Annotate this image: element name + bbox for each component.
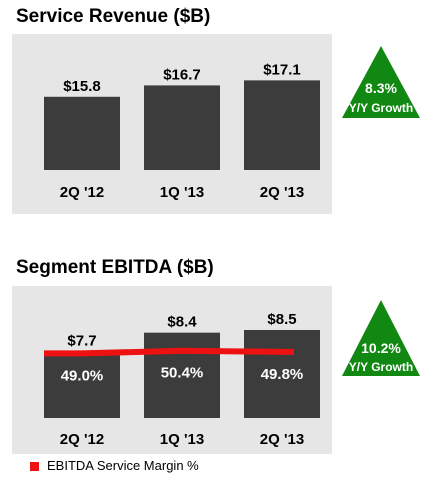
revenue-bar-0 [44, 96, 120, 170]
revenue-growth-label: Y/Y Growth [349, 101, 413, 115]
ebitda-value-label-0: $7.7 [67, 332, 96, 349]
legend-label: EBITDA Service Margin % [47, 458, 199, 473]
chart-legend: EBITDA Service Margin % [30, 458, 199, 473]
revenue-value-label-0: $15.8 [63, 78, 101, 95]
revenue-category-label-2: 2Q '13 [260, 184, 304, 201]
ebitda-growth-value: 10.2% [361, 340, 401, 356]
service-revenue-chart-area: $15.8 2Q '12 $16.7 1Q '13 $17.1 2Q '13 [12, 34, 332, 214]
revenue-bar-2 [244, 80, 320, 170]
ebitda-margin-point-1 [179, 347, 185, 354]
service-revenue-title: Service Revenue ($B) [16, 6, 211, 27]
ebitda-margin-label-1: 50.4% [161, 365, 204, 382]
revenue-value-label-1: $16.7 [163, 66, 201, 83]
ebitda-category-label-2: 2Q '13 [260, 431, 304, 448]
revenue-bar-1 [144, 85, 220, 170]
revenue-value-label-2: $17.1 [263, 61, 301, 78]
revenue-category-label-0: 2Q '12 [60, 184, 104, 201]
ebitda-bar-0 [44, 351, 120, 418]
service-revenue-panel: Service Revenue ($B) $15.8 2Q '12 $16.7 1Q … [0, 0, 422, 220]
ebitda-bar-2 [244, 330, 320, 418]
ebitda-growth-triangle-icon: 10.2% Y/Y Growth [342, 300, 420, 376]
revenue-growth-value: 8.3% [365, 80, 397, 96]
ebitda-margin-label-2: 49.8% [261, 366, 304, 383]
ebitda-category-label-0: 2Q '12 [60, 431, 104, 448]
ebitda-bar-1 [144, 332, 220, 418]
ebitda-growth-label: Y/Y Growth [349, 360, 413, 374]
ebitda-value-label-1: $8.4 [167, 314, 197, 331]
legend-swatch-icon [30, 462, 39, 472]
segment-ebitda-chart: $7.7 2Q '12 $8.4 1Q '13 $8.5 2Q '13 49.0% 50.4%… [44, 311, 320, 448]
ebitda-category-label-1: 1Q '13 [160, 431, 204, 448]
ebitda-margin-point-0 [79, 350, 85, 357]
revenue-growth-triangle-icon: 8.3% Y/Y Growth [342, 46, 420, 118]
ebitda-margin-label-0: 49.0% [61, 367, 104, 384]
ebitda-margin-point-2 [279, 348, 285, 355]
segment-ebitda-chart-area: $7.7 2Q '12 $8.4 1Q '13 $8.5 2Q '13 49.0% 50.4%… [12, 286, 332, 454]
segment-ebitda-title: Segment EBITDA ($B) [16, 257, 214, 278]
ebitda-value-label-2: $8.5 [267, 311, 296, 328]
revenue-category-label-1: 1Q '13 [160, 184, 204, 201]
service-revenue-chart: $15.8 2Q '12 $16.7 1Q '13 $17.1 2Q '13 [44, 61, 320, 201]
